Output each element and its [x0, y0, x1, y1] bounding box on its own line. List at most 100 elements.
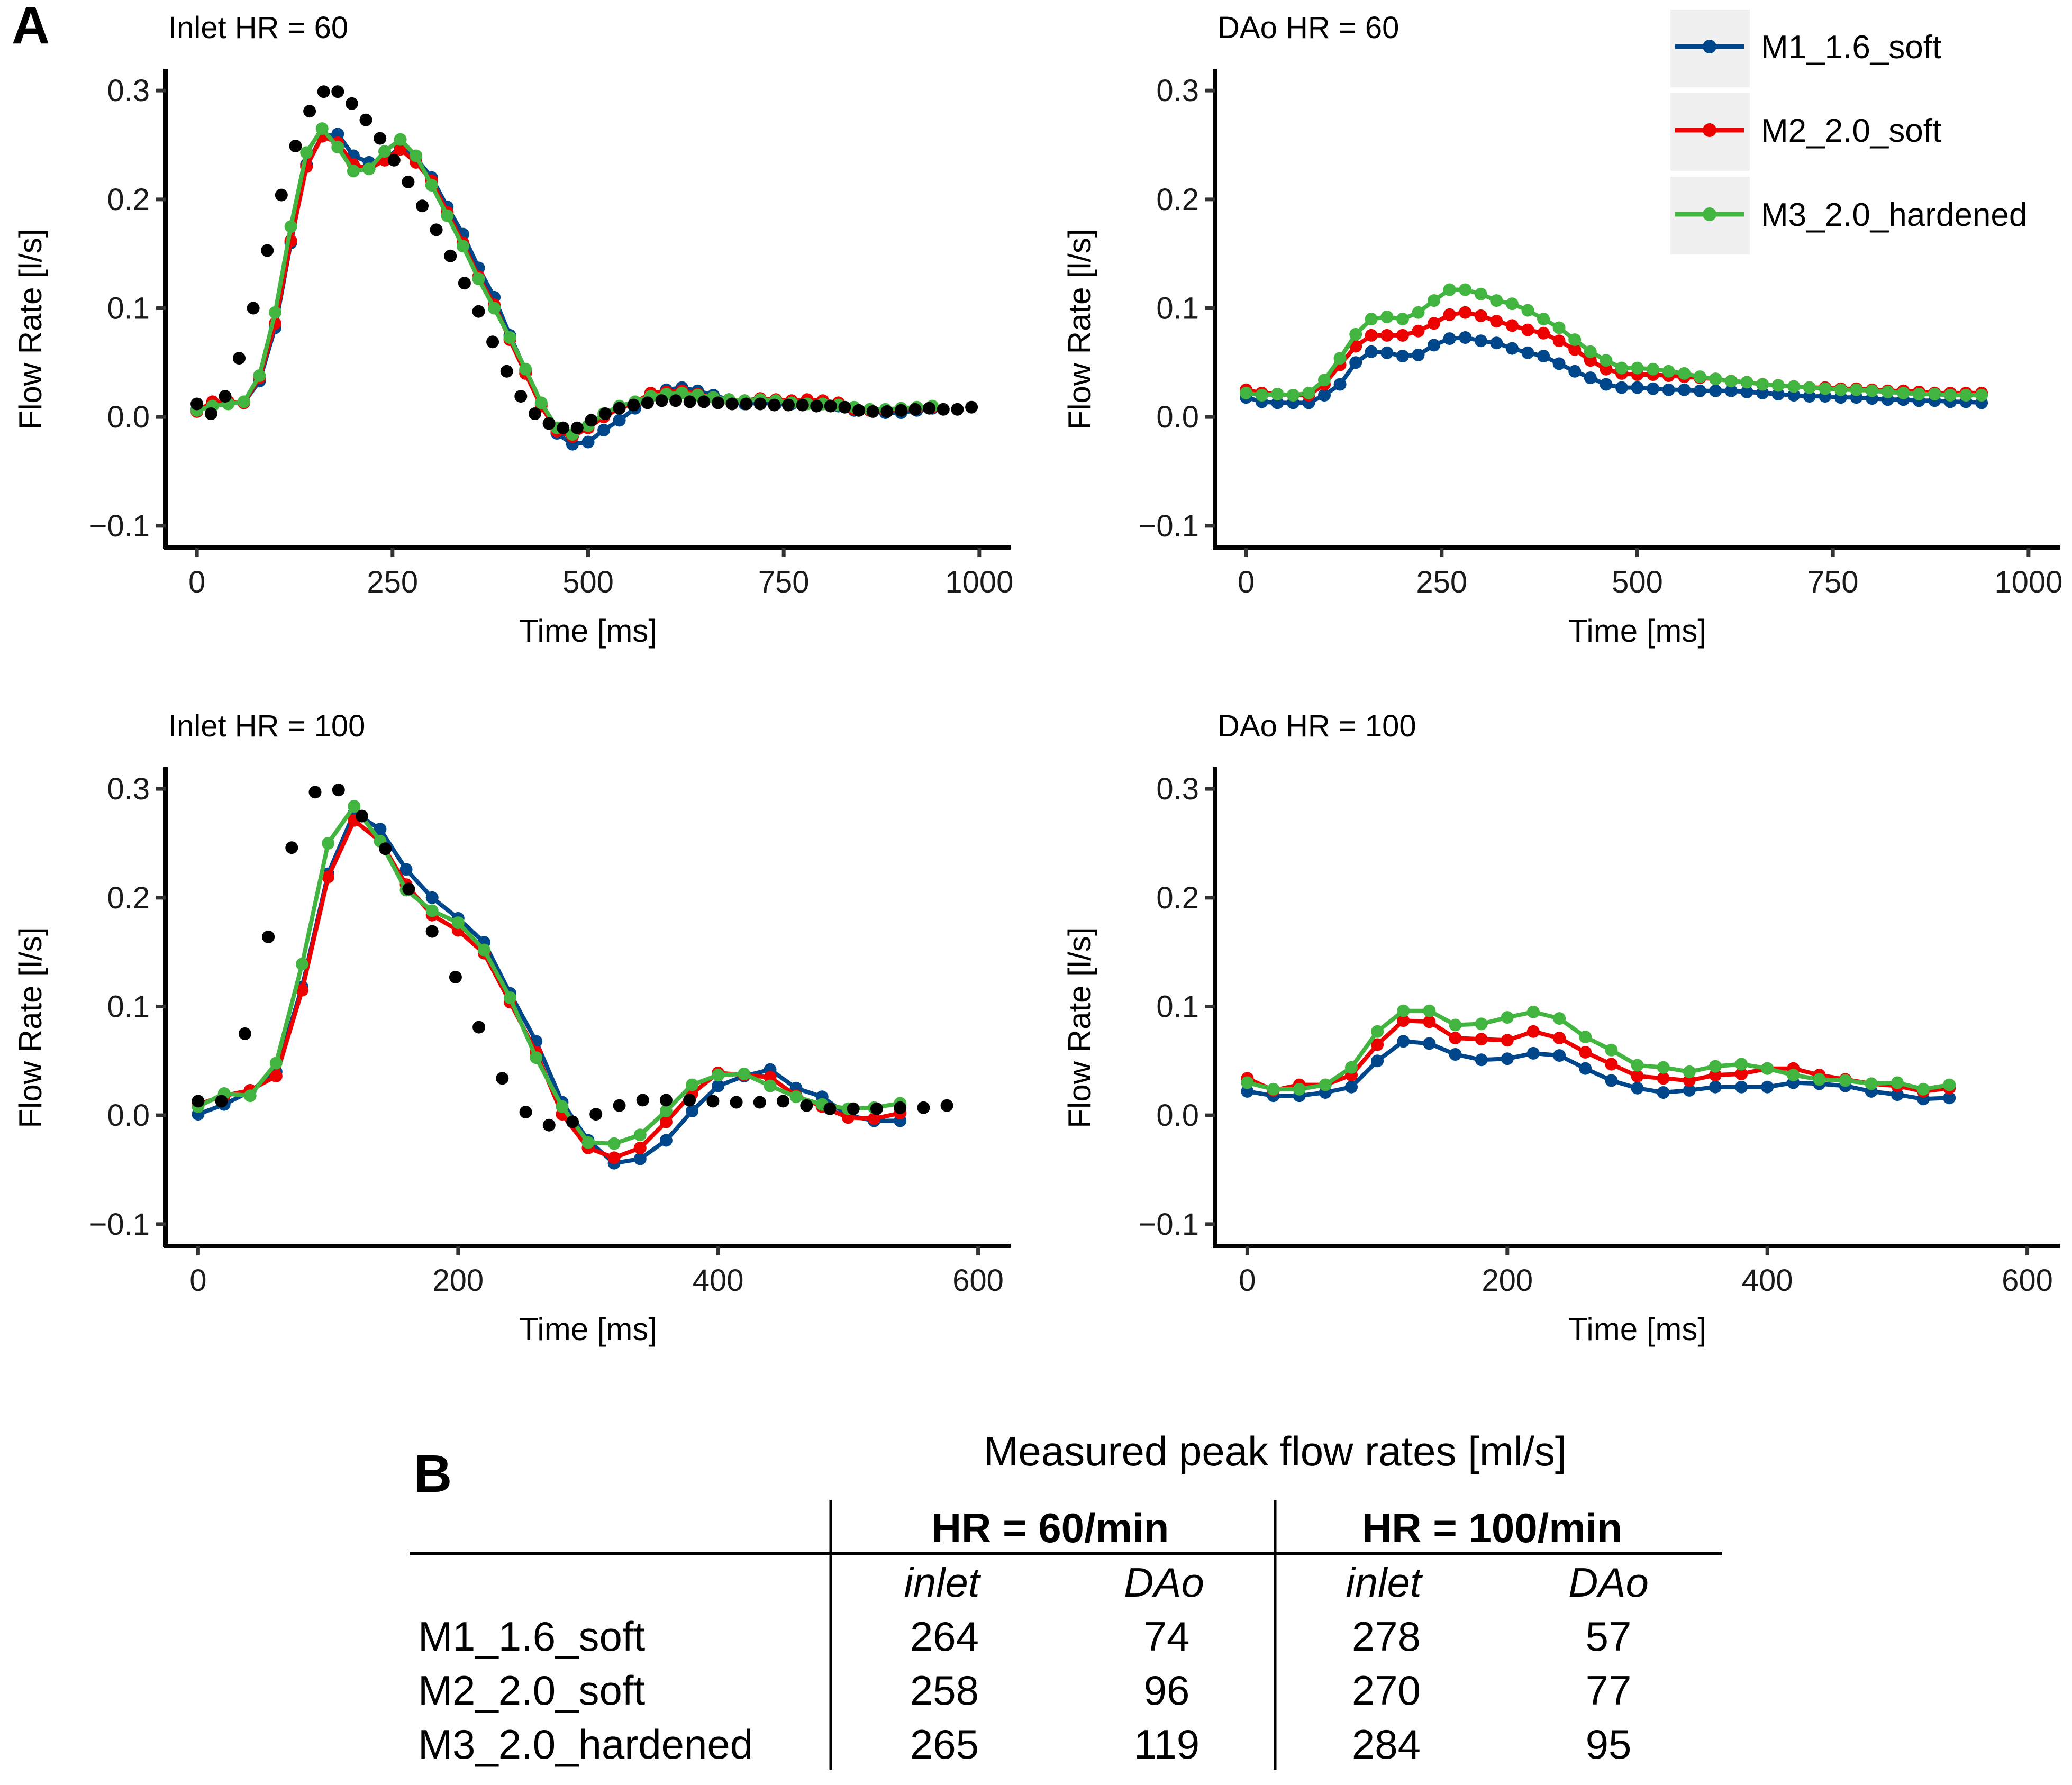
data-point [1693, 384, 1706, 397]
data-point [712, 1069, 725, 1082]
y-tick-label: 0.0 [107, 400, 150, 434]
series-m3-2-0-hardened [192, 800, 907, 1150]
reference-point [557, 421, 570, 434]
reference-point [585, 414, 598, 427]
data-point [269, 306, 281, 319]
data-point [1521, 323, 1534, 336]
reference-point [669, 394, 683, 407]
data-point [1761, 1062, 1774, 1075]
data-point [1678, 383, 1691, 396]
chart-inlet-hr60: Inlet HR = 60 −0.1 0.0 0.1 0.2 0.3 0 250 500 750 1… [13, 11, 1013, 649]
reference-point [425, 925, 439, 938]
data-point [633, 1152, 647, 1165]
data-point [1349, 356, 1362, 369]
data-point [1459, 283, 1472, 296]
data-point [1662, 365, 1675, 378]
data-point [1740, 376, 1753, 389]
y-tick-label: 0.3 [1156, 772, 1199, 806]
data-point [686, 1105, 699, 1117]
x-tick-label: 500 [562, 565, 614, 599]
data-point [659, 1134, 673, 1147]
data-point [456, 240, 469, 253]
data-point [1526, 1046, 1540, 1060]
reference-point [233, 352, 246, 365]
data-point [633, 1128, 647, 1142]
reference-point [768, 398, 781, 412]
y-axis-label: Flow Rate [l/s] [13, 229, 48, 430]
reference-point [570, 421, 584, 434]
reference-point [215, 1095, 228, 1108]
table-cell: 258 [910, 1667, 979, 1714]
y-tick-label: 0.2 [1156, 881, 1199, 915]
data-point [1271, 396, 1284, 409]
reference-point [514, 390, 528, 403]
data-point [1552, 321, 1566, 334]
y-tick-label: 0.0 [1156, 1098, 1199, 1133]
x-tick-label: 200 [1482, 1263, 1533, 1298]
table-row: M2_2.0_soft 258 96 270 77 [418, 1667, 1631, 1714]
data-point [1787, 389, 1801, 402]
reference-point [204, 407, 217, 420]
series-line [195, 134, 933, 439]
data-point [1709, 372, 1722, 386]
data-point [534, 396, 548, 409]
data-point [378, 145, 391, 158]
reference-point [331, 85, 344, 98]
table-cell: 57 [1586, 1613, 1632, 1660]
data-point [1959, 389, 1973, 402]
peak-flow-table: B Measured peak flow rates [ml/s] HR = 6… [410, 1428, 1722, 1770]
data-point [1423, 1037, 1436, 1050]
data-point [1615, 361, 1628, 375]
data-point [1318, 374, 1331, 387]
reference-point [317, 85, 330, 98]
legend-label-m2: M2_2.0_soft [1761, 113, 1941, 149]
data-point [1371, 1038, 1384, 1051]
data-point [1286, 389, 1299, 402]
data-point [1881, 385, 1894, 398]
chart-title: DAo HR = 60 [1217, 11, 1399, 45]
data-point [1568, 365, 1582, 378]
reference-point [940, 1099, 953, 1112]
data-point [1579, 1062, 1592, 1075]
table-row: M1_1.6_soft 264 74 278 57 [418, 1613, 1631, 1660]
reference-point [712, 396, 724, 409]
data-point [530, 1051, 543, 1064]
reference-point [697, 395, 711, 408]
reference-point [613, 402, 626, 415]
reference-point [308, 786, 322, 799]
data-point [1365, 345, 1378, 358]
x-tick-label: 250 [367, 565, 418, 599]
table-subheader: inlet [1346, 1559, 1423, 1606]
data-point [1803, 381, 1816, 394]
data-point [1428, 339, 1440, 352]
data-point [1449, 1032, 1462, 1045]
data-point [1501, 1011, 1514, 1024]
data-point [1865, 1077, 1878, 1090]
data-point [1709, 1060, 1722, 1073]
data-point [322, 870, 335, 884]
data-point [331, 141, 344, 154]
data-point [394, 143, 407, 156]
data-point [237, 395, 250, 408]
data-point [253, 369, 266, 382]
data-point [1834, 383, 1847, 396]
reference-point [528, 407, 541, 420]
data-point [1819, 382, 1832, 395]
series-m3-2-0-hardened [190, 122, 939, 441]
y-axis-label: Flow Rate [l/s] [1062, 229, 1097, 430]
data-point [556, 1100, 569, 1113]
data-point [597, 423, 611, 436]
table-cell: 270 [1352, 1667, 1421, 1714]
reference-point [458, 277, 471, 290]
data-point [374, 823, 387, 836]
series-reference [190, 85, 978, 434]
data-point [1631, 1059, 1644, 1072]
table-cell: 77 [1586, 1667, 1632, 1714]
data-point [1605, 1043, 1618, 1057]
data-point [1709, 384, 1722, 397]
data-point [1521, 304, 1534, 317]
x-axis-label: Time [ms] [1568, 1312, 1706, 1347]
reference-point [753, 397, 767, 411]
data-point [868, 1112, 880, 1125]
data-point [1975, 389, 1988, 402]
